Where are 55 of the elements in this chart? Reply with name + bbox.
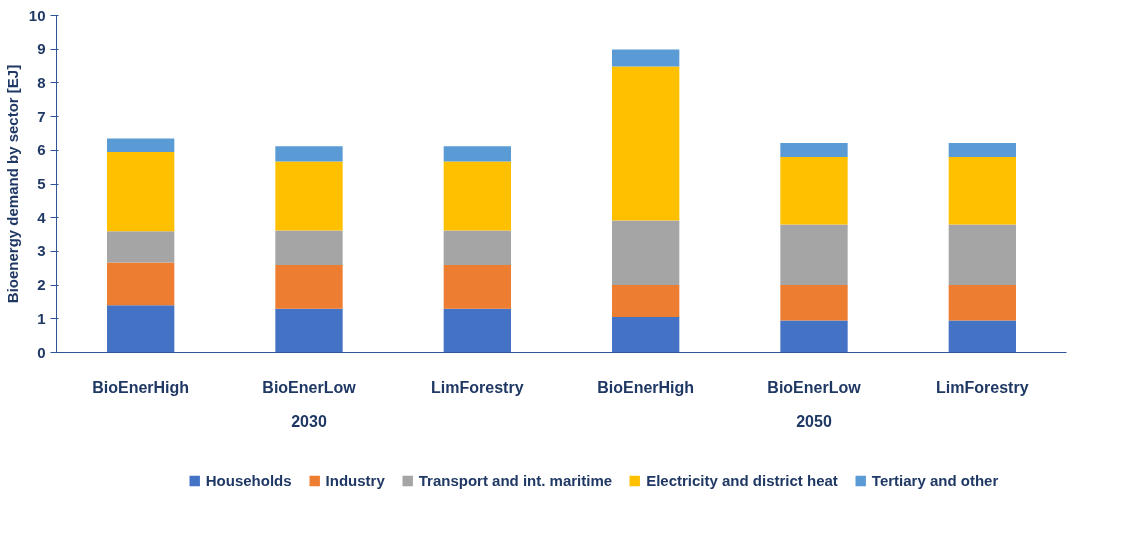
bar [948, 320, 1016, 353]
bar [948, 285, 1016, 321]
text: 2050 [796, 412, 832, 430]
bar [443, 308, 511, 353]
bar [780, 320, 848, 353]
x-tick-label: BioEnerHigh [597, 378, 695, 396]
bar [443, 264, 511, 309]
y-tick-label: 0 [37, 343, 46, 361]
x-tick-label: BioEnerLow [262, 378, 357, 396]
y-tick-label: 6 [37, 141, 46, 159]
bar [107, 262, 175, 306]
bar [275, 264, 343, 309]
bar [107, 151, 175, 232]
bar [107, 231, 175, 263]
bar [780, 157, 848, 225]
y-tick-label: 9 [37, 40, 46, 58]
bar [612, 220, 680, 286]
bar [275, 308, 343, 353]
bar [780, 224, 848, 286]
bar [443, 146, 511, 162]
bar [780, 142, 848, 158]
bar [948, 142, 1016, 158]
legend-label: Transport and int. maritime [418, 472, 613, 489]
y-tick-label: 10 [28, 6, 46, 24]
bar [275, 146, 343, 162]
bar [443, 161, 511, 231]
legend-label: Households [205, 472, 292, 489]
x-tick-label: BioEnerHigh [92, 378, 190, 396]
y-tick-label: 8 [37, 73, 46, 91]
y-tick-label: 1 [37, 309, 46, 327]
x-tick-label: BioEnerLow [767, 378, 862, 396]
bar [443, 230, 511, 265]
legend-label: Tertiary and other [871, 472, 999, 489]
y-tick-label: 5 [37, 175, 46, 192]
x-tick-label: LimForestry [431, 378, 524, 396]
bar [612, 317, 680, 353]
bar [107, 138, 175, 152]
bar [275, 230, 343, 265]
y-tick-label: 7 [37, 107, 46, 125]
legend-label: Electricity and district heat [646, 472, 838, 489]
bar [612, 49, 680, 67]
bar [107, 305, 175, 353]
bar [948, 157, 1016, 225]
text: 2030 [291, 412, 327, 430]
y-axis-title: Bioenergy demand by sector [EJ] [3, 64, 21, 304]
y-tick-label: 3 [37, 242, 46, 260]
bar [780, 285, 848, 321]
y-tick-label: 4 [37, 208, 47, 226]
bar [275, 161, 343, 231]
y-tick-label: 2 [37, 276, 46, 294]
bar [948, 224, 1016, 286]
bar [612, 66, 680, 221]
legend-label: Industry [325, 472, 385, 489]
x-tick-label: LimForestry [936, 378, 1029, 396]
bar [612, 285, 680, 318]
